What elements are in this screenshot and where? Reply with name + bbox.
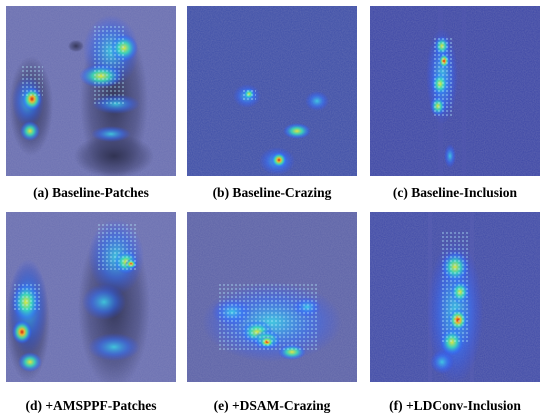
heatmap-panel-amsppf-patches [6, 212, 176, 382]
panel-caption-d: (d) +AMSPPF-Patches [25, 398, 157, 413]
heatmap-image-f [370, 212, 540, 382]
heatmap-panel-baseline-inclusion [370, 6, 540, 176]
heatmap-panel-baseline-patches [6, 6, 176, 176]
panel-caption-f: (f) +LDConv-Inclusion [389, 398, 521, 413]
heatmap-image-a [6, 6, 176, 176]
heatmap-image-d [6, 212, 176, 382]
panel-caption-c: (c) Baseline-Inclusion [392, 185, 518, 200]
panel-caption-b: (b) Baseline-Crazing [212, 185, 332, 200]
heatmap-image-b [187, 6, 357, 176]
heatmap-panel-ldconv-inclusion [370, 212, 540, 382]
heatmap-image-e [187, 212, 357, 382]
panel-caption-e: (e) +DSAM-Crazing [213, 398, 331, 413]
heatmap-panel-dsam-crazing [187, 212, 357, 382]
heatmap-image-c [370, 6, 540, 176]
panel-caption-a: (a) Baseline-Patches [33, 185, 149, 200]
heatmap-panel-baseline-crazing [187, 6, 357, 176]
